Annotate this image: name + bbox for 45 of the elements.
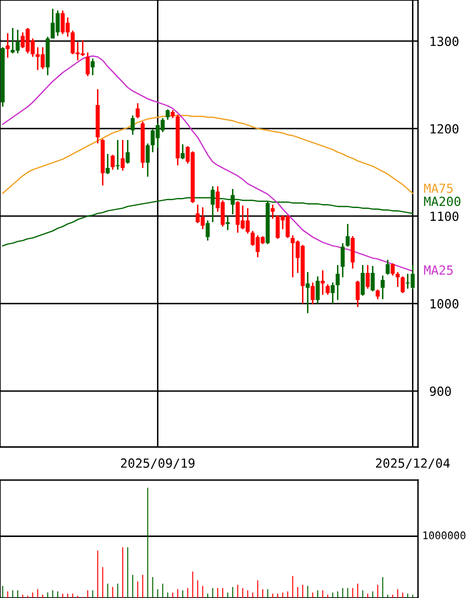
candlestick	[386, 259, 390, 276]
text: 1000000	[423, 531, 466, 540]
candlestick	[316, 276, 320, 304]
candlestick	[120, 139, 125, 172]
candlestick	[360, 264, 365, 296]
x-tick-label: 2025/09/19	[121, 458, 194, 469]
candlestick	[306, 271, 310, 314]
candlestick	[380, 274, 385, 300]
series-label: MA75	[424, 184, 453, 193]
candlestick	[206, 220, 210, 242]
candlestick	[180, 144, 185, 160]
candlestick	[390, 262, 395, 276]
y-tick-label: 1100	[430, 212, 458, 222]
candlestick	[226, 215, 230, 231]
y-tick-label: 1300	[430, 36, 458, 46]
candlestick	[340, 242, 345, 278]
candlestick	[320, 270, 325, 296]
candlestick	[6, 32, 10, 58]
candlestick	[370, 265, 375, 292]
x-tick-label: 2025/12/04	[376, 458, 450, 469]
y-tick-label: 1200	[430, 124, 458, 134]
candlestick	[366, 264, 370, 290]
y-tick-label: 900	[430, 386, 451, 396]
candlestick	[130, 114, 135, 136]
candlestick	[110, 154, 115, 170]
candlestick	[400, 276, 405, 294]
series-label: MA200	[424, 196, 460, 206]
candlestick	[146, 142, 150, 178]
candlestick	[336, 264, 340, 301]
series-label: MA25	[424, 265, 453, 275]
candlestick	[376, 288, 380, 300]
candlestick	[86, 52, 90, 77]
candlestick	[356, 280, 360, 308]
candlestick	[396, 271, 400, 288]
candlestick	[126, 139, 130, 164]
candlestick	[310, 282, 315, 306]
candlestick	[270, 204, 275, 220]
candlestick	[106, 153, 110, 175]
candlestick	[166, 108, 170, 121]
candlestick	[326, 284, 330, 296]
y-tick-label: 1000	[430, 299, 458, 309]
candlestick	[330, 282, 335, 304]
candlestick	[136, 102, 140, 119]
candlestick	[346, 223, 350, 248]
candlestick	[90, 58, 95, 76]
